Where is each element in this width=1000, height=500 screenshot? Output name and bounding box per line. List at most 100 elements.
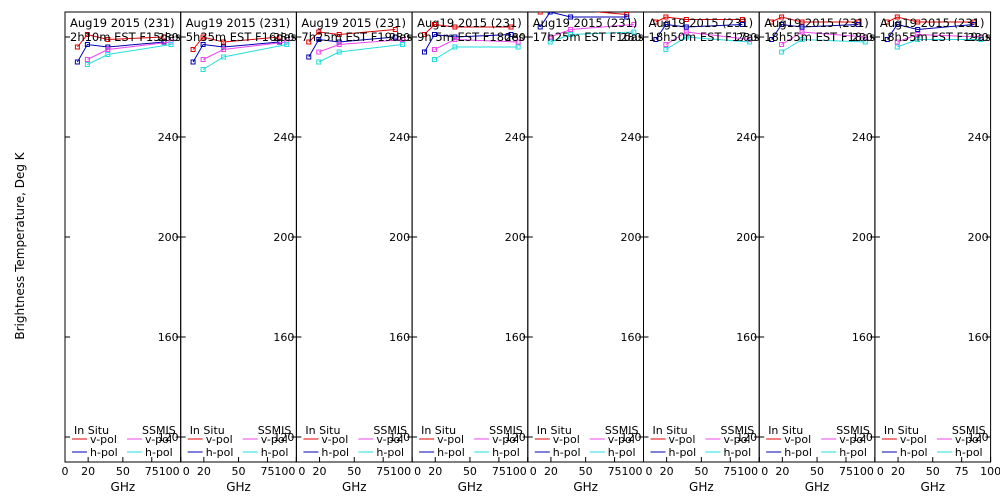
- panel-title-line2: 18h55m EST F19asc: [880, 30, 997, 44]
- data-point: [431, 32, 437, 37]
- series-line: [308, 36, 396, 58]
- legend-label-insitu_h: h-pol: [90, 446, 118, 459]
- panel-title-line2: 18h55m EST F18asc: [764, 30, 881, 44]
- y-tick-label: 160: [273, 331, 294, 344]
- data-point: [316, 29, 322, 35]
- legend-in-situ-heading: In Situ: [190, 424, 225, 437]
- y-tick-label: 200: [736, 231, 757, 244]
- panel-title-line2: 7h25m EST F19des: [301, 30, 412, 44]
- y-tick-label: 120: [736, 431, 757, 444]
- x-tick-label: 100: [159, 465, 180, 478]
- data-point: [221, 47, 227, 52]
- x-tick-label: 75: [492, 465, 506, 478]
- legend-in-situ-heading: In Situ: [421, 424, 456, 437]
- x-tick-label: 0: [530, 465, 537, 478]
- series-ssmis_v: [84, 39, 174, 62]
- x-tick-label: 0: [298, 465, 305, 478]
- x-tick-label: 50: [116, 465, 130, 478]
- panel-title-line1: Aug19 2015 (231): [533, 16, 638, 30]
- legend-in-situ-heading: In Situ: [884, 424, 919, 437]
- data-point: [200, 42, 206, 47]
- series-line: [550, 24, 634, 38]
- data-point: [799, 19, 805, 25]
- legend-in-situ-heading: In Situ: [768, 424, 803, 437]
- data-point: [105, 47, 111, 52]
- panel-title: Aug19 2015 (231)18h55m EST F19asc: [880, 16, 997, 44]
- x-tick-label: 50: [232, 465, 246, 478]
- panel-title: Aug19 2015 (231)7h25m EST F19des: [301, 16, 412, 44]
- data-point: [884, 37, 890, 42]
- data-point: [747, 39, 753, 45]
- legend-ssmis-heading: SSMIS: [605, 424, 639, 437]
- data-point: [631, 22, 637, 27]
- x-tick-label: 75: [376, 465, 390, 478]
- x-tick-label: 0: [646, 465, 653, 478]
- y-tick-label: 160: [389, 331, 410, 344]
- series-insitu_h: [769, 22, 861, 42]
- y-tick-label: 120: [852, 431, 873, 444]
- y-axis-label: Brightness Temperature, Deg K: [13, 151, 27, 339]
- data-point: [653, 37, 659, 42]
- x-tick-label: 0: [414, 465, 421, 478]
- data-point: [862, 34, 868, 40]
- legend-label-ssmis_h: h-pol: [724, 446, 752, 459]
- x-tick-label: 20: [660, 465, 674, 478]
- legend-ssmis-heading: SSMIS: [258, 424, 292, 437]
- legend-label-insitu_h: h-pol: [784, 446, 812, 459]
- y-tick-label: 160: [968, 331, 989, 344]
- data-point: [779, 49, 785, 55]
- data-point: [568, 14, 574, 20]
- legend-label-ssmis_h: h-pol: [376, 446, 404, 459]
- data-point: [74, 59, 80, 65]
- y-tick-label: 160: [621, 331, 642, 344]
- panel-title-line1: Aug19 2015 (231): [417, 16, 522, 30]
- legend-label-ssmis_h: h-pol: [839, 446, 867, 459]
- data-point: [855, 22, 861, 27]
- x-tick-label: 100: [622, 465, 643, 478]
- series-ssmis_h: [431, 44, 521, 62]
- legend-label-insitu_v: v-pol: [784, 433, 811, 446]
- series-line: [781, 38, 866, 53]
- data-point: [421, 49, 427, 55]
- data-point: [624, 14, 630, 20]
- data-point: [306, 39, 312, 45]
- data-point: [190, 59, 196, 65]
- x-tick-label: 75: [723, 465, 737, 478]
- data-point: [683, 17, 689, 22]
- x-tick-label: 75: [260, 465, 274, 478]
- series-line: [192, 36, 280, 50]
- data-point: [399, 37, 405, 42]
- panel-title-line2: 2h10m EST F15des: [70, 30, 181, 44]
- data-point: [221, 54, 227, 60]
- y-tick-label: 240: [852, 131, 873, 144]
- x-tick-label: 0: [183, 465, 190, 478]
- data-point: [392, 34, 398, 40]
- data-point: [779, 14, 785, 20]
- series-ssmis_v: [547, 22, 637, 40]
- data-point: [663, 42, 669, 47]
- y-tick-label: 120: [621, 431, 642, 444]
- series-ssmis_v: [316, 37, 405, 55]
- legend-ssmis-heading: SSMIS: [721, 424, 755, 437]
- y-tick-label: 240: [273, 131, 294, 144]
- data-point: [547, 39, 553, 45]
- y-tick-label: 160: [505, 331, 526, 344]
- y-tick-label: 160: [158, 331, 179, 344]
- data-point: [779, 22, 785, 27]
- x-tick-label: 20: [313, 465, 327, 478]
- legend-label-insitu_h: h-pol: [900, 446, 928, 459]
- legend-in-situ-heading: In Situ: [305, 424, 340, 437]
- series-insitu_h: [306, 34, 398, 60]
- series-line: [76, 41, 164, 63]
